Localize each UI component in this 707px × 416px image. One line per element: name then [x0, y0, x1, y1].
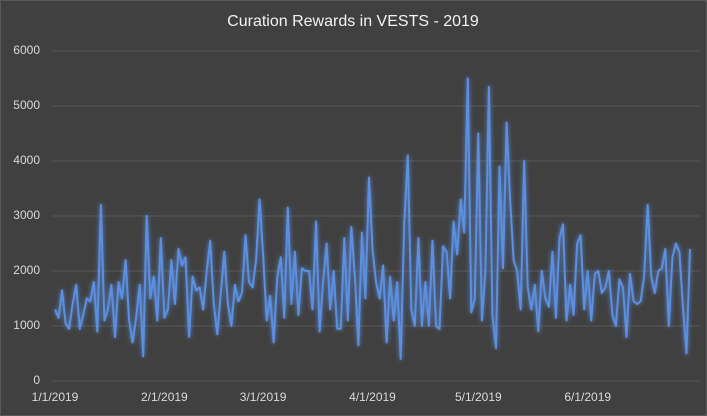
y-tick-label: 5000	[13, 98, 40, 112]
data-line	[54, 77, 691, 360]
y-tick-label: 3000	[13, 208, 40, 222]
x-tick-label: 1/1/2019	[32, 390, 79, 404]
x-tick-label: 3/1/2019	[240, 390, 287, 404]
y-tick-label: 4000	[13, 153, 40, 167]
y-tick-label: 2000	[13, 263, 40, 277]
x-tick-label: 6/1/2019	[564, 390, 611, 404]
x-tick-label: 2/1/2019	[141, 390, 188, 404]
y-tick-label: 6000	[13, 43, 40, 57]
y-tick-label: 0	[33, 373, 40, 387]
y-tick-label: 1000	[13, 318, 40, 332]
x-tick-label: 4/1/2019	[349, 390, 396, 404]
chart-title: Curation Rewards in VESTS - 2019	[227, 13, 479, 30]
x-tick-label: 5/1/2019	[455, 390, 502, 404]
